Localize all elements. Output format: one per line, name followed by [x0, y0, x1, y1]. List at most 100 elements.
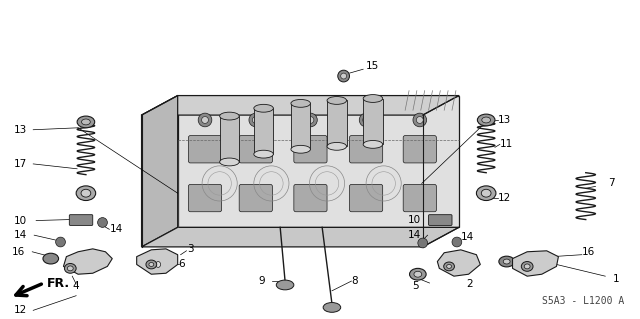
- Text: 16: 16: [12, 247, 25, 257]
- Text: 11: 11: [500, 139, 513, 149]
- Circle shape: [198, 113, 212, 127]
- Text: 12: 12: [13, 305, 27, 315]
- Text: 6: 6: [179, 259, 185, 270]
- Ellipse shape: [363, 140, 383, 148]
- Ellipse shape: [81, 189, 91, 197]
- Polygon shape: [327, 100, 347, 146]
- FancyBboxPatch shape: [239, 136, 273, 163]
- Ellipse shape: [524, 264, 530, 269]
- Polygon shape: [363, 99, 383, 145]
- Circle shape: [452, 237, 462, 247]
- Ellipse shape: [76, 186, 95, 201]
- Text: 13: 13: [13, 125, 27, 135]
- Circle shape: [307, 116, 314, 123]
- Text: 14: 14: [408, 230, 421, 240]
- Circle shape: [56, 237, 65, 247]
- FancyBboxPatch shape: [239, 184, 273, 212]
- Circle shape: [413, 113, 427, 127]
- Ellipse shape: [522, 262, 533, 271]
- FancyBboxPatch shape: [69, 215, 93, 226]
- Circle shape: [98, 218, 108, 227]
- Text: 10: 10: [408, 215, 421, 225]
- Circle shape: [359, 113, 373, 127]
- Circle shape: [202, 116, 209, 123]
- Text: 17: 17: [13, 159, 27, 169]
- Text: 2: 2: [467, 279, 473, 289]
- Text: 7: 7: [609, 178, 615, 189]
- Circle shape: [249, 113, 262, 127]
- Ellipse shape: [444, 262, 454, 271]
- Polygon shape: [141, 227, 459, 247]
- Circle shape: [252, 116, 259, 123]
- Circle shape: [417, 116, 423, 123]
- Ellipse shape: [43, 253, 59, 264]
- Ellipse shape: [363, 95, 383, 102]
- Ellipse shape: [149, 263, 154, 266]
- Ellipse shape: [220, 112, 239, 120]
- FancyBboxPatch shape: [188, 184, 221, 212]
- Ellipse shape: [65, 263, 76, 273]
- Ellipse shape: [499, 256, 515, 267]
- Text: FR.: FR.: [47, 277, 70, 290]
- Ellipse shape: [327, 97, 347, 104]
- Ellipse shape: [67, 266, 73, 271]
- Ellipse shape: [323, 302, 340, 312]
- Text: 14: 14: [461, 232, 474, 242]
- Text: 4: 4: [72, 281, 79, 291]
- Text: 14: 14: [13, 230, 27, 240]
- Text: 3: 3: [188, 244, 194, 254]
- Polygon shape: [220, 116, 239, 162]
- Ellipse shape: [276, 280, 294, 290]
- Ellipse shape: [477, 114, 495, 126]
- Text: 9: 9: [259, 276, 266, 286]
- FancyBboxPatch shape: [294, 184, 327, 212]
- Text: 15: 15: [366, 61, 380, 71]
- Ellipse shape: [220, 158, 239, 166]
- FancyBboxPatch shape: [403, 136, 436, 163]
- Ellipse shape: [291, 100, 310, 107]
- FancyBboxPatch shape: [349, 136, 383, 163]
- Polygon shape: [137, 249, 178, 274]
- Ellipse shape: [482, 117, 491, 123]
- Polygon shape: [437, 250, 480, 276]
- Ellipse shape: [447, 264, 451, 268]
- Polygon shape: [513, 251, 559, 276]
- Text: 16: 16: [582, 247, 595, 257]
- Ellipse shape: [476, 186, 496, 201]
- Circle shape: [303, 113, 317, 127]
- Text: S5A3 - L1200 A: S5A3 - L1200 A: [542, 296, 624, 306]
- Text: 5: 5: [412, 281, 419, 291]
- FancyBboxPatch shape: [403, 184, 436, 212]
- Circle shape: [363, 116, 369, 123]
- Ellipse shape: [414, 271, 422, 277]
- FancyBboxPatch shape: [429, 215, 452, 226]
- Ellipse shape: [410, 268, 426, 280]
- Polygon shape: [291, 103, 310, 149]
- Text: 14: 14: [109, 224, 123, 234]
- Ellipse shape: [152, 258, 164, 271]
- Circle shape: [340, 73, 347, 79]
- Ellipse shape: [291, 145, 310, 153]
- Ellipse shape: [254, 104, 273, 112]
- Ellipse shape: [254, 150, 273, 158]
- Polygon shape: [178, 96, 459, 227]
- Ellipse shape: [327, 142, 347, 150]
- Polygon shape: [141, 96, 178, 247]
- Text: 12: 12: [498, 193, 511, 203]
- Text: 13: 13: [498, 115, 511, 125]
- Ellipse shape: [81, 119, 90, 125]
- FancyBboxPatch shape: [294, 136, 327, 163]
- Circle shape: [418, 238, 428, 248]
- Ellipse shape: [503, 259, 510, 264]
- FancyBboxPatch shape: [188, 136, 221, 163]
- Polygon shape: [63, 249, 112, 274]
- Ellipse shape: [156, 262, 161, 267]
- Ellipse shape: [146, 260, 157, 269]
- FancyBboxPatch shape: [349, 184, 383, 212]
- Polygon shape: [254, 108, 273, 154]
- Text: 8: 8: [351, 276, 358, 286]
- Circle shape: [338, 70, 349, 82]
- Polygon shape: [141, 96, 459, 115]
- Text: 1: 1: [613, 274, 620, 284]
- Ellipse shape: [481, 189, 491, 197]
